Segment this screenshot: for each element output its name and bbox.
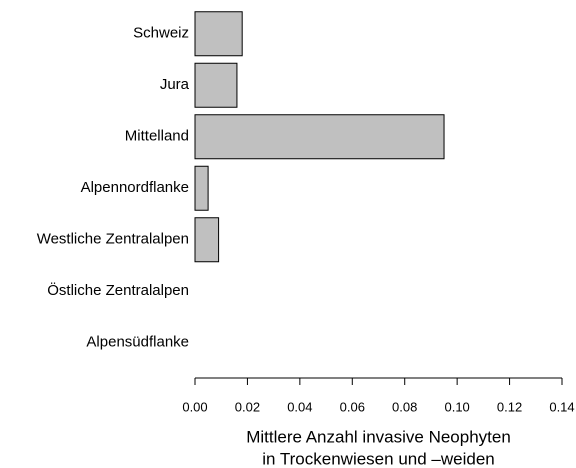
x-axis-label: in Trockenwiesen und –weiden xyxy=(262,449,494,468)
x-tick-label: 0.08 xyxy=(392,399,417,414)
y-tick-label: Alpensüdflanke xyxy=(86,334,189,351)
x-tick-label: 0.12 xyxy=(497,399,522,414)
x-tick-label: 0.14 xyxy=(549,399,574,414)
bar xyxy=(194,11,243,57)
y-tick-label: Östliche Zentralalpen xyxy=(47,281,189,299)
x-tick-label: 0.10 xyxy=(444,399,469,414)
x-tick-label: 0.06 xyxy=(340,399,365,414)
bar xyxy=(194,217,220,263)
x-tick-label: 0.02 xyxy=(235,399,260,414)
y-tick-label: Mittelland xyxy=(125,128,189,145)
y-tick-label: Alpennordflanke xyxy=(81,179,189,196)
y-tick-label: Westliche Zentralalpen xyxy=(37,231,189,248)
x-tick-label: 0.00 xyxy=(182,399,207,414)
x-tick-label: 0.04 xyxy=(287,399,312,414)
bar xyxy=(194,165,209,211)
x-axis-label: Mittlere Anzahl invasive Neophyten xyxy=(246,427,511,446)
y-tick-label: Jura xyxy=(160,76,190,93)
bar xyxy=(194,62,238,108)
bar xyxy=(194,114,445,160)
y-tick-label: Schweiz xyxy=(133,25,189,42)
